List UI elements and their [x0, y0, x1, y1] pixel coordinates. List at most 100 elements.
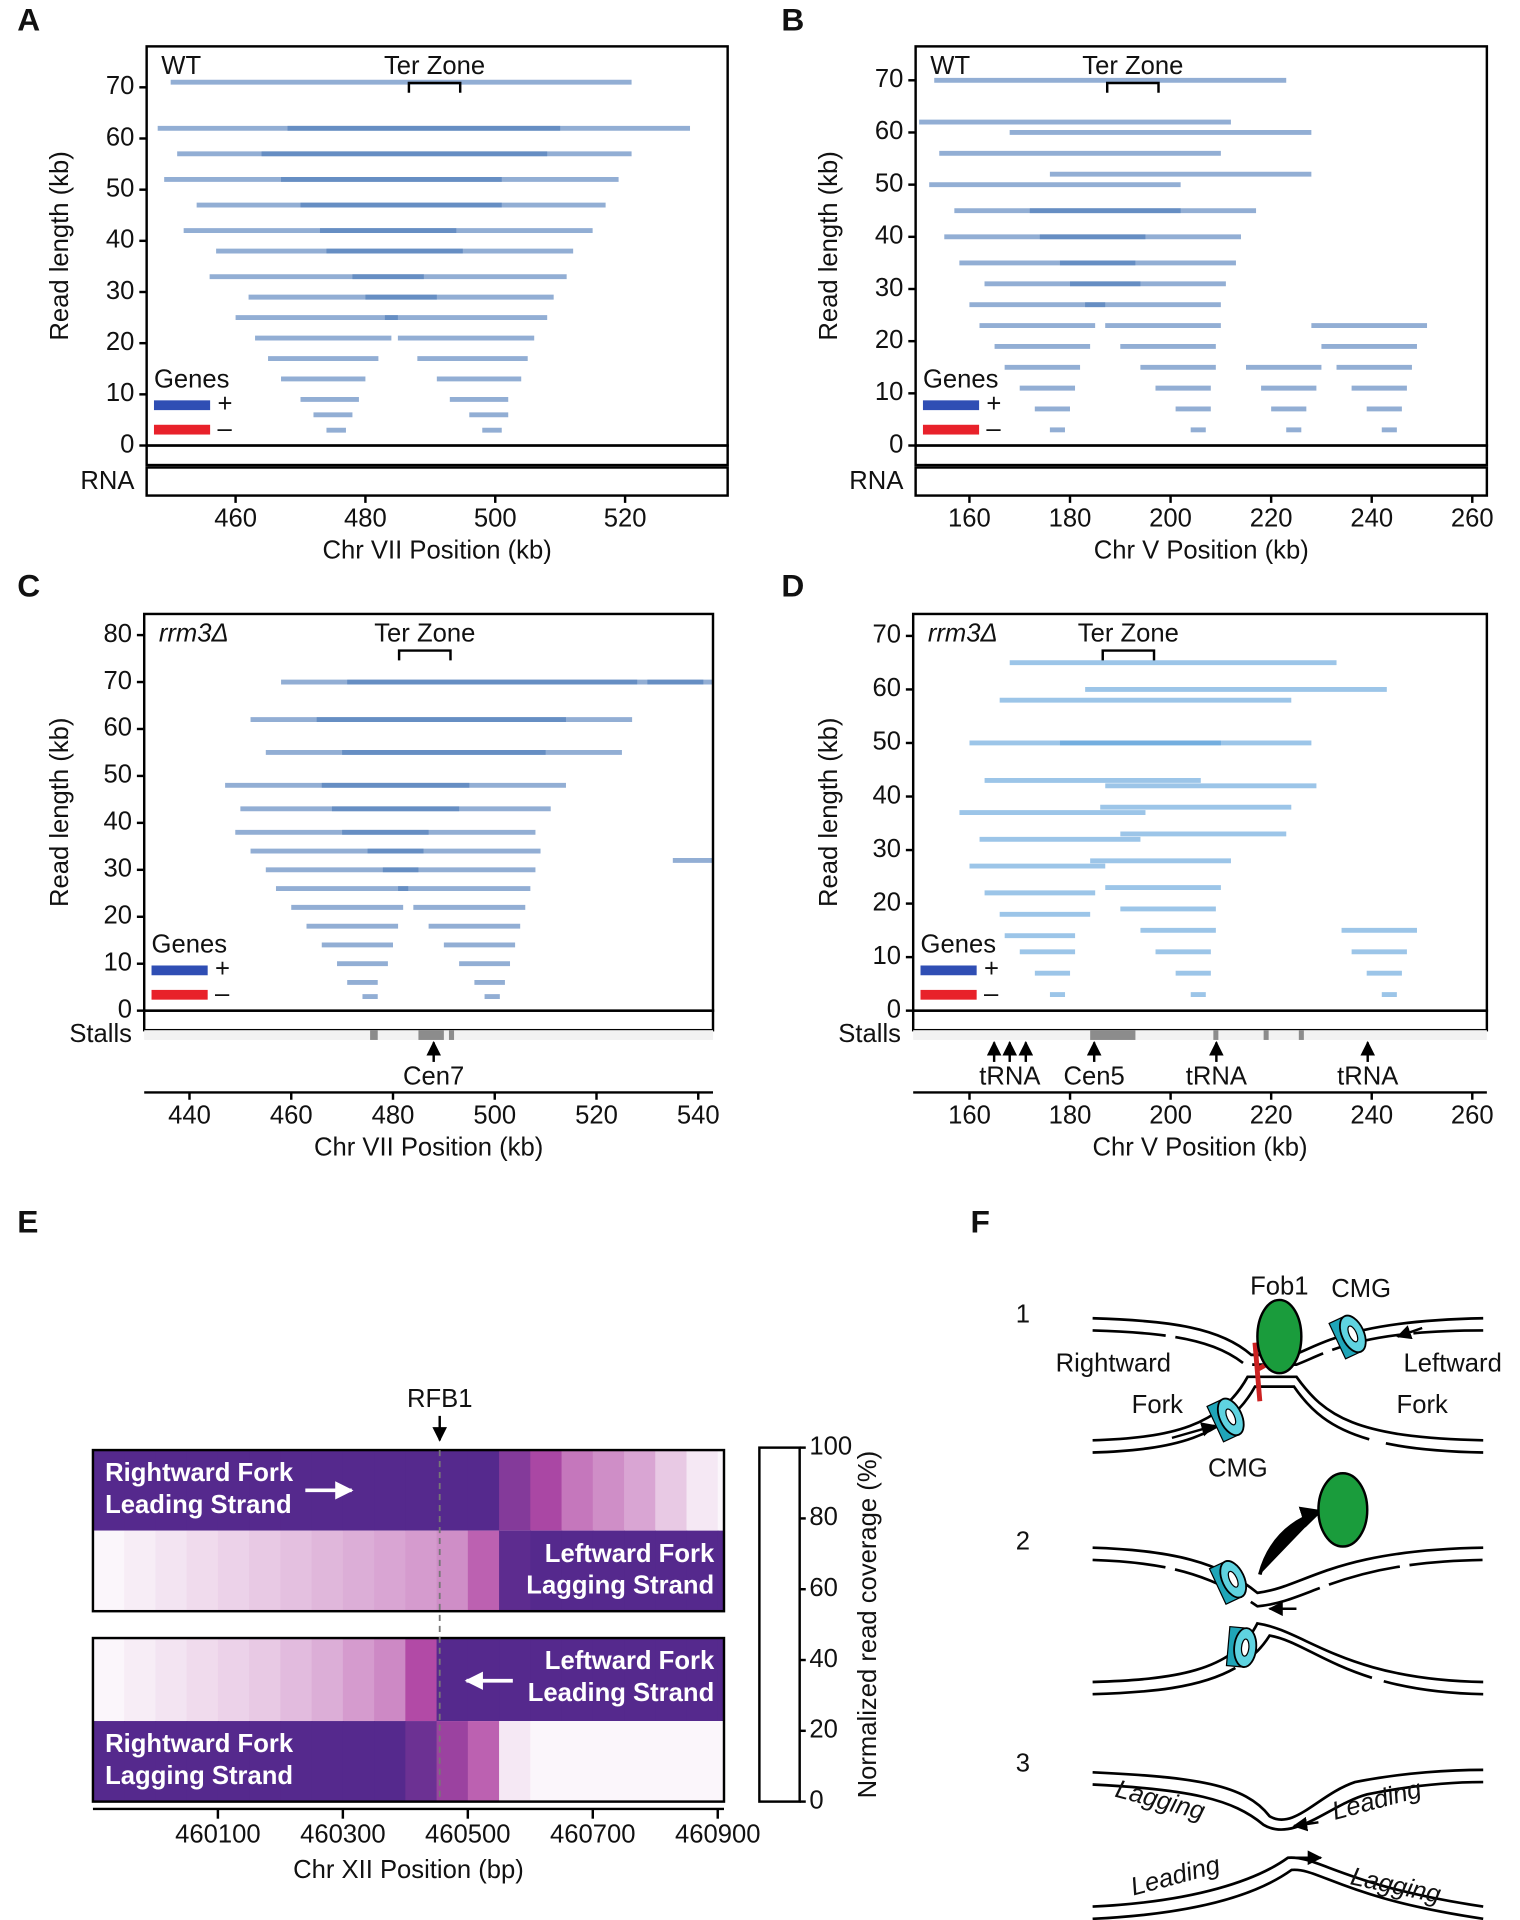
- x-tick-label: 460300: [300, 1821, 386, 1849]
- stall: [370, 1030, 378, 1040]
- heat-cell: [686, 1721, 719, 1802]
- panel-letter: F: [971, 1204, 990, 1240]
- heat-cell: [467, 1721, 500, 1802]
- heat-cell: [467, 1450, 500, 1531]
- heat-cell: [311, 1530, 344, 1612]
- x-tick-label: 240: [1350, 1102, 1393, 1130]
- heat-cell: [311, 1721, 344, 1802]
- step-number: 3: [1016, 1750, 1030, 1778]
- x-tick-label: 520: [575, 1102, 618, 1130]
- diagram-label: CMG: [1208, 1454, 1268, 1482]
- heat-cell: [436, 1530, 469, 1612]
- y-tick-label: 60: [875, 117, 904, 145]
- x-tick-label: 160: [948, 505, 991, 533]
- diagram-label: Leftward: [1404, 1349, 1502, 1377]
- heat-cell: [249, 1530, 282, 1612]
- stall: [448, 1030, 455, 1040]
- heat-cell: [217, 1450, 250, 1531]
- heat-cell: [217, 1530, 250, 1612]
- heat-cell: [374, 1530, 407, 1612]
- x-tick-label: 460900: [675, 1821, 761, 1849]
- ter-zone-bracket: [397, 649, 452, 661]
- heat-cell: [92, 1450, 125, 1531]
- y-tick-label: 30: [103, 855, 132, 883]
- stall: [418, 1030, 444, 1040]
- x-tick-label: 260: [1451, 505, 1494, 533]
- diagram-label: Leading: [1128, 1851, 1224, 1902]
- ter-zone-label: Ter Zone: [384, 52, 485, 80]
- legend-swatch: [922, 424, 980, 435]
- legend-label: –: [984, 980, 999, 1008]
- heat-cell: [530, 1530, 563, 1612]
- heat-cell: [342, 1638, 375, 1722]
- y-tick-label: 50: [106, 174, 135, 202]
- heat-cell: [717, 1530, 725, 1612]
- ter-zone-bracket: [1101, 649, 1156, 661]
- plot-frame: [142, 612, 715, 1012]
- legend-label: +: [986, 390, 1001, 418]
- y-tick-label: 30: [875, 274, 904, 302]
- y-tick-label: 70: [875, 65, 904, 93]
- heat-cell: [124, 1721, 157, 1802]
- legend-label: +: [217, 390, 232, 418]
- sample-label: WT: [930, 52, 970, 80]
- row-label: Leftward Fork: [545, 1540, 715, 1568]
- y-tick-label: 70: [872, 621, 901, 649]
- heat-cell: [561, 1721, 594, 1802]
- y-tick-label: 30: [872, 835, 901, 863]
- heat-cell: [342, 1721, 375, 1802]
- heat-cell: [592, 1450, 625, 1531]
- plot-frame: [914, 45, 1489, 447]
- legend-label: +: [215, 955, 230, 983]
- heat-frame: [91, 1448, 726, 1613]
- heat-cell: [374, 1638, 407, 1722]
- gene-track: [911, 1009, 1489, 1032]
- diagram-label: Rightward: [1056, 1349, 1171, 1377]
- heat-cell: [561, 1638, 594, 1722]
- sample-label: rrm3Δ: [159, 619, 229, 647]
- x-tick-label: 480: [372, 1102, 415, 1130]
- y-tick-label: 70: [106, 72, 135, 100]
- ter-zone-label: Ter Zone: [1078, 619, 1179, 647]
- heat-cell: [655, 1530, 688, 1612]
- heat-cell: [124, 1638, 157, 1722]
- y-tick-label: 10: [872, 942, 901, 970]
- x-tick-label: 180: [1049, 505, 1092, 533]
- y-tick-label: 60: [872, 674, 901, 702]
- stall-label: Cen5: [1064, 1063, 1125, 1091]
- x-tick-label: 460: [214, 505, 257, 533]
- y-tick-label: 60: [103, 714, 132, 742]
- y-tick-label: 50: [875, 169, 904, 197]
- legend-swatch: [153, 400, 211, 411]
- colorbar-tick-label: 60: [809, 1574, 838, 1602]
- y-axis-label: Read length (kb): [815, 151, 843, 340]
- heat-cell: [717, 1638, 725, 1722]
- heat-cell: [280, 1638, 313, 1722]
- heat-cell: [655, 1638, 688, 1722]
- heat-cell: [155, 1638, 188, 1722]
- x-tick-label: 240: [1350, 505, 1393, 533]
- colorbar-tick-label: 0: [809, 1786, 823, 1814]
- y-tick-label: 70: [103, 667, 132, 695]
- panel-letter: D: [781, 568, 804, 604]
- heat-cell: [530, 1638, 563, 1722]
- stall: [1263, 1030, 1269, 1040]
- heat-cell: [499, 1530, 532, 1612]
- legend-swatch: [151, 965, 208, 976]
- x-tick-label: 200: [1149, 505, 1192, 533]
- y-tick-label: 50: [872, 728, 901, 756]
- heat-cell: [686, 1638, 719, 1722]
- x-axis-label: Chr VII Position (kb): [323, 536, 552, 564]
- x-tick-label: 460: [270, 1102, 313, 1130]
- row-label: Rightward Fork: [105, 1459, 294, 1487]
- track-label: RNA: [849, 467, 904, 495]
- x-tick-label: 540: [677, 1102, 720, 1130]
- heat-cell: [686, 1530, 719, 1612]
- x-tick-label: 500: [473, 1102, 516, 1130]
- sample-label: WT: [161, 52, 201, 80]
- legend-title: Genes: [923, 366, 999, 394]
- x-tick-label: 260: [1451, 1102, 1494, 1130]
- gene-track: [145, 444, 729, 467]
- x-tick-label: 460500: [425, 1821, 511, 1849]
